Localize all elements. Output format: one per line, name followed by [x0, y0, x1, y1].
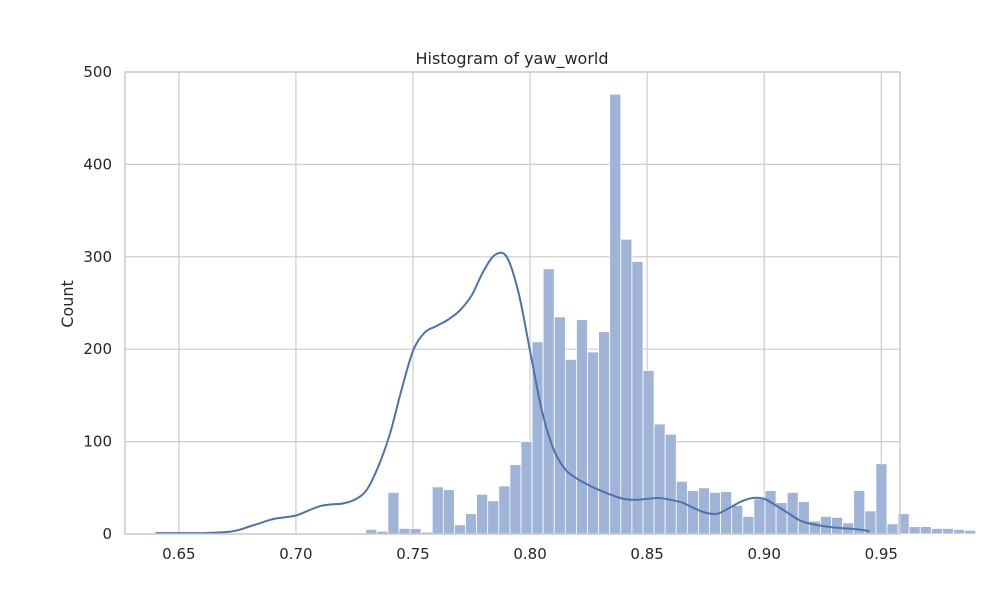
x-tick-label: 0.95	[865, 545, 898, 563]
y-axis-ticks: 0 100 200 300 400 500	[83, 63, 112, 543]
histogram-bar	[853, 490, 866, 535]
chart-title: Histogram of yaw_world	[415, 49, 608, 69]
histogram-bar	[897, 513, 910, 535]
histogram-bar	[476, 493, 489, 535]
histogram-bar	[620, 238, 633, 535]
histogram-bar	[576, 319, 588, 535]
histogram-bar	[387, 492, 400, 535]
plot-frame	[124, 71, 901, 535]
histogram-bar	[564, 358, 577, 535]
histogram-bar	[509, 464, 522, 535]
histogram-bar	[919, 526, 932, 535]
x-tick-label: 0.75	[396, 545, 429, 563]
histogram-bar	[598, 331, 611, 535]
y-tick-label: 100	[83, 433, 112, 451]
histogram-bar	[664, 433, 677, 535]
histogram-bar	[797, 501, 810, 535]
x-tick-label: 0.90	[747, 545, 780, 563]
histogram-bar	[875, 463, 888, 535]
y-tick-label: 400	[83, 155, 112, 173]
x-axis-ticks: 0.65 0.70 0.75 0.80 0.85 0.90 0.95	[162, 545, 898, 563]
histogram-bar	[587, 351, 600, 535]
histogram-bar	[642, 370, 655, 535]
histogram-bar	[831, 516, 844, 535]
histogram-bar	[908, 526, 921, 535]
histogram-bar	[487, 500, 500, 535]
histogram-bar	[930, 528, 943, 535]
histogram-bar	[886, 523, 899, 535]
y-tick-label: 0	[102, 525, 112, 543]
histogram-bar	[964, 529, 977, 535]
histogram-bar	[609, 93, 622, 535]
histogram-bar	[520, 441, 533, 535]
histogram-bar	[731, 504, 744, 535]
histogram-bar	[465, 513, 478, 535]
y-axis-label: Count	[58, 280, 77, 328]
histogram-bar	[631, 261, 644, 535]
histogram-bar	[764, 490, 777, 535]
histogram-bar	[653, 423, 666, 535]
histogram-bar	[942, 528, 954, 535]
histogram-bar	[753, 498, 766, 535]
histogram-bar	[953, 528, 966, 535]
histogram-bar	[442, 489, 455, 535]
histogram-bar	[398, 528, 411, 535]
kde-curve	[155, 251, 870, 535]
histogram-bar	[431, 486, 444, 535]
x-tick-label: 0.65	[162, 545, 195, 563]
histogram-bar	[742, 516, 755, 535]
histogram-bar	[686, 490, 699, 535]
x-tick-label: 0.85	[630, 545, 663, 563]
y-tick-label: 300	[83, 248, 112, 266]
histogram-bar	[553, 316, 566, 535]
histogram-bar	[409, 528, 422, 535]
x-tick-label: 0.70	[279, 545, 312, 563]
x-tick-label: 0.80	[513, 545, 546, 563]
histogram-bar	[675, 480, 688, 535]
histogram-bar	[454, 524, 466, 535]
y-tick-label: 500	[83, 63, 112, 81]
histogram-bar	[498, 485, 511, 535]
histogram-bar	[542, 268, 555, 535]
y-tick-label: 200	[83, 340, 112, 358]
